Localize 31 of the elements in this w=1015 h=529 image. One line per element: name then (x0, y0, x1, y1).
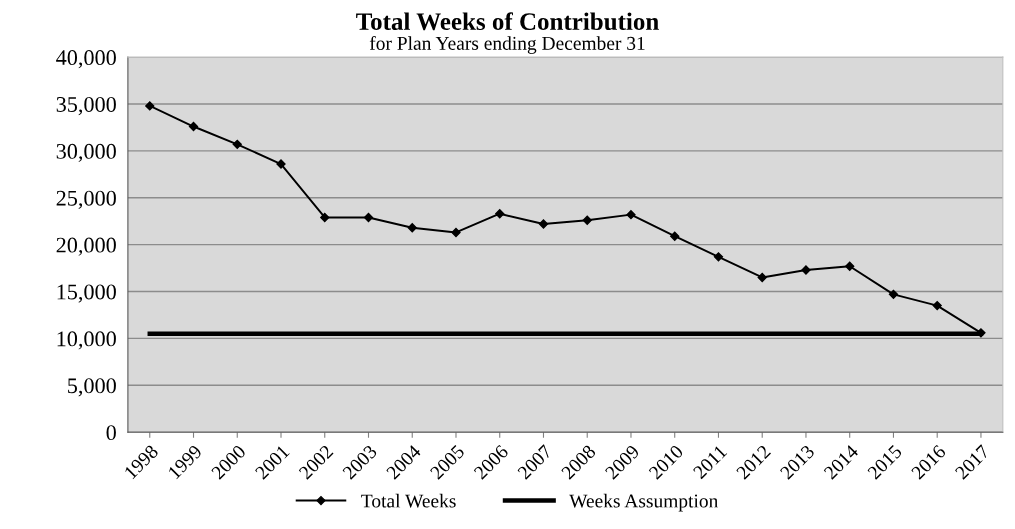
x-tick-label: 1999 (167, 444, 203, 480)
chart-subtitle: for Plan Years ending December 31 (369, 36, 645, 54)
y-tick-label: 5,000 (68, 378, 116, 397)
y-tick-label: 0 (106, 425, 116, 441)
chart-title: Total Weeks of Contribution (356, 12, 659, 31)
x-tick-label: 2011 (692, 444, 728, 480)
point (582, 215, 592, 225)
point (232, 139, 242, 149)
point (407, 223, 417, 233)
y-tick-label: 35,000 (56, 96, 116, 116)
y-tick-label: 25,000 (56, 190, 116, 209)
point (757, 272, 767, 283)
point (320, 212, 330, 223)
y-tick-label: 15,000 (57, 284, 116, 303)
point (845, 261, 855, 271)
point (145, 101, 155, 111)
y-tick-label: 20,000 (56, 237, 116, 256)
y-tick-label: 40,000 (56, 50, 116, 69)
point (626, 210, 636, 220)
point (670, 231, 680, 241)
y-tick-label: 30,000 (56, 143, 116, 163)
legend-label: Weeks Assumption (569, 493, 719, 512)
point (713, 252, 724, 262)
point (976, 328, 986, 338)
point (932, 300, 942, 311)
point (538, 219, 549, 229)
point (451, 227, 461, 238)
point (495, 209, 505, 219)
point (888, 289, 899, 299)
legend-label: Total Weeks (361, 493, 456, 508)
y-tick-label: 10,000 (57, 331, 116, 350)
